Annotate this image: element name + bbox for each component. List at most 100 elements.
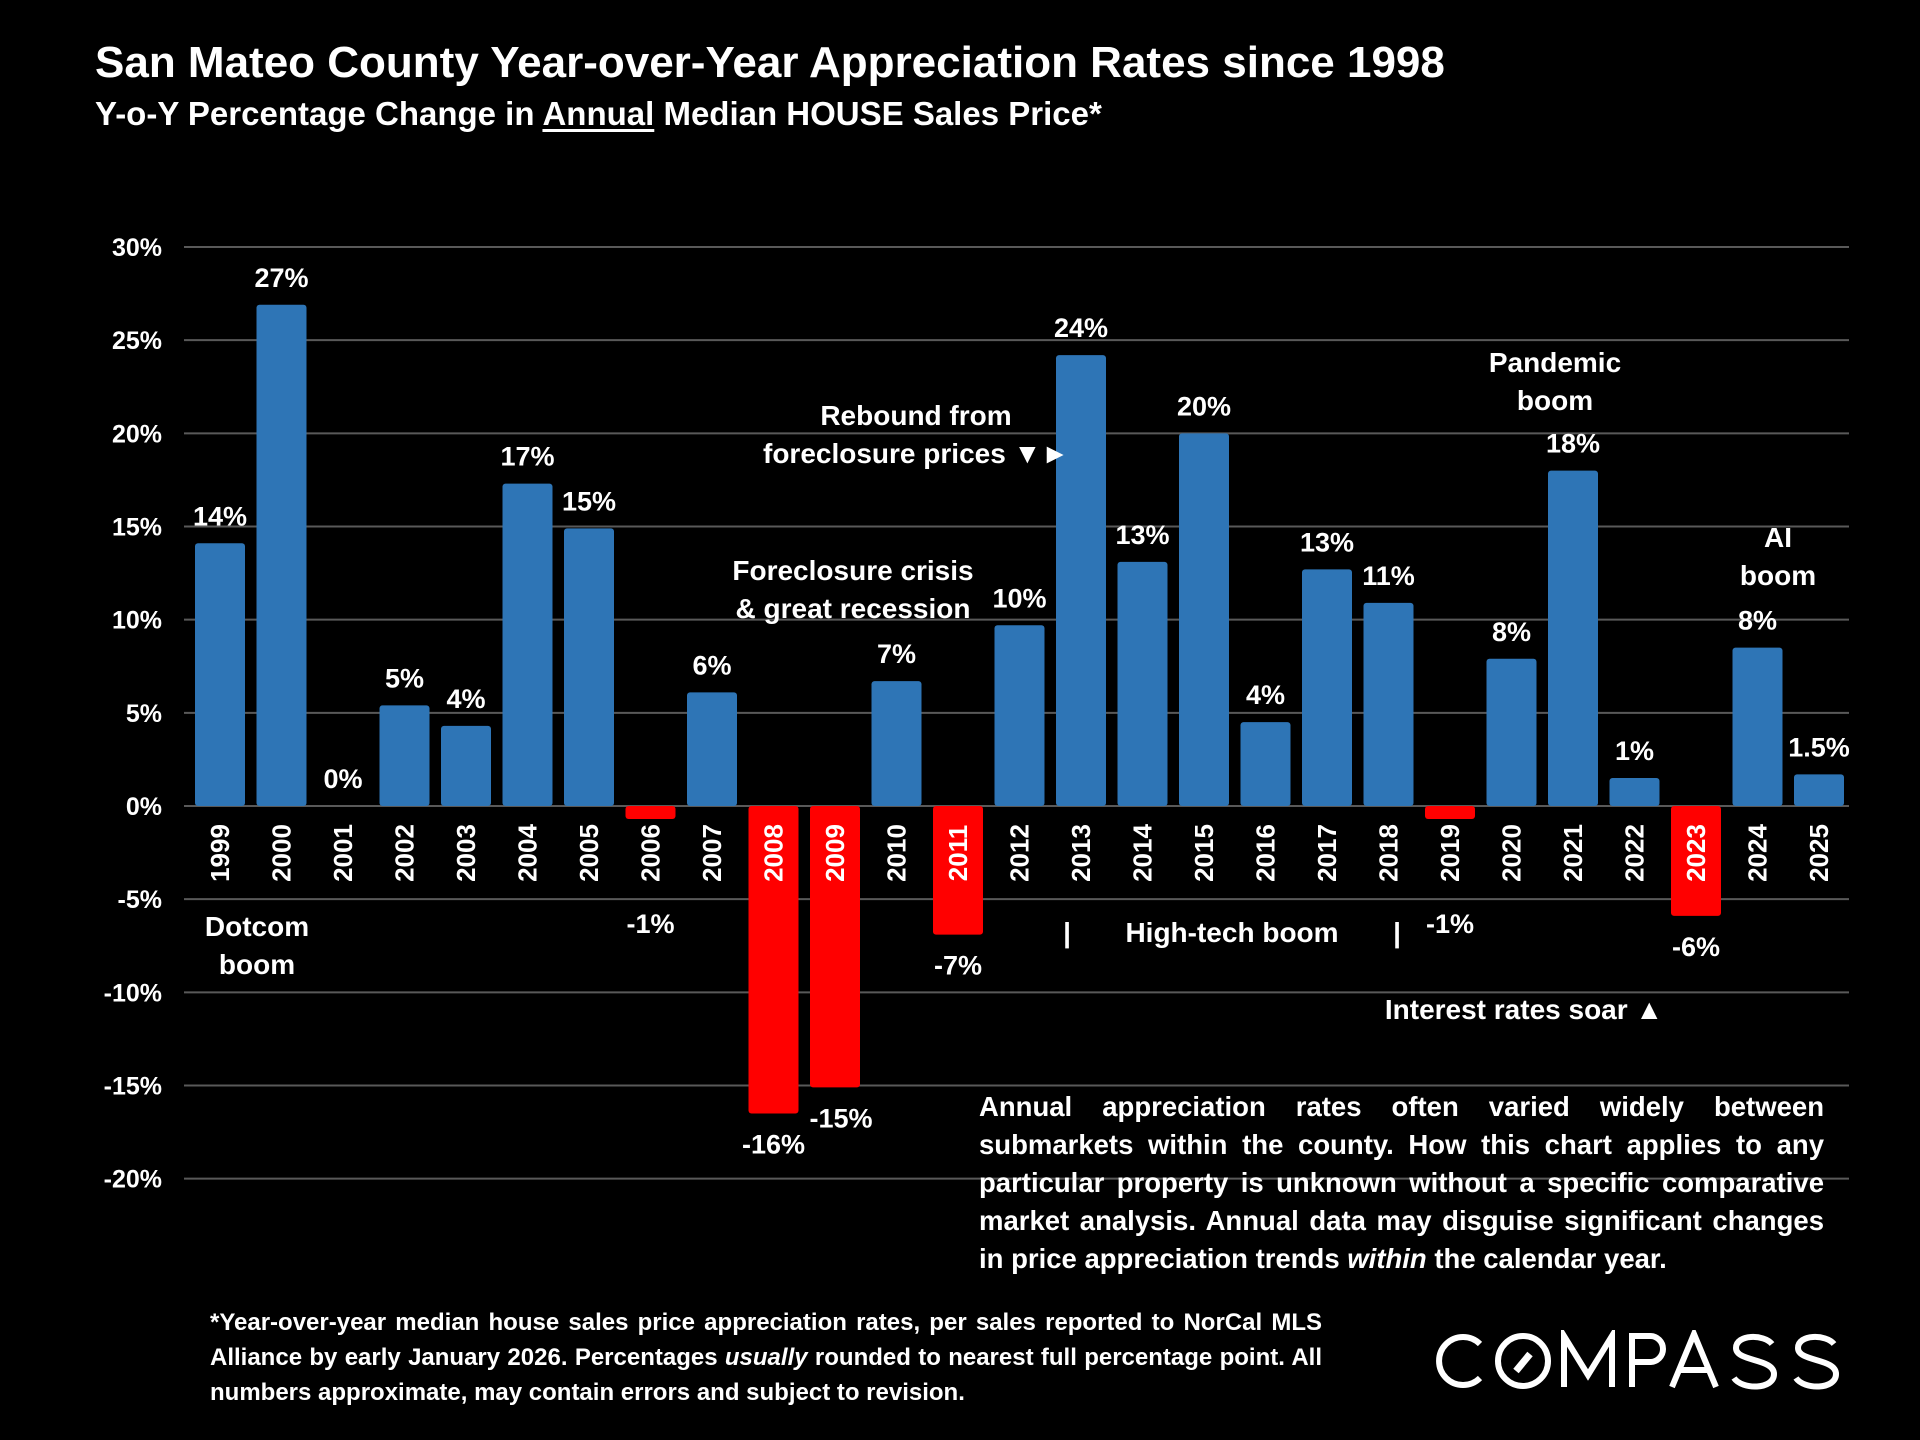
bar-2000: [256, 304, 307, 806]
y-tick-label: -5%: [118, 886, 162, 914]
bar-2015: [1179, 433, 1229, 806]
x-tick-label: 2000: [267, 824, 297, 882]
bar-2007: [687, 692, 737, 806]
bar-2005: [564, 528, 614, 806]
bar-2014: [1117, 561, 1168, 806]
chart-subtitle: Y-o-Y Percentage Change in Annual Median…: [95, 95, 1102, 133]
data-label: 5%: [385, 663, 424, 693]
bar-2016: [1240, 722, 1291, 806]
data-label: -7%: [934, 951, 982, 981]
x-tick-label: 2009: [820, 824, 850, 882]
annotation-ai: AI boom: [1739, 522, 1817, 591]
x-tick-label: 2012: [1005, 824, 1035, 882]
x-tick-label: 2005: [574, 824, 604, 882]
x-tick-label: 2002: [390, 824, 420, 882]
data-label: -15%: [809, 1103, 872, 1133]
annotation-interest: Interest rates soar ▲: [1384, 994, 1664, 1025]
data-label: 24%: [1054, 313, 1108, 343]
data-label: 1.5%: [1788, 732, 1850, 762]
x-tick-label: 1999: [205, 824, 235, 882]
bar-2018: [1363, 602, 1414, 806]
x-tick-label: 2022: [1620, 824, 1650, 882]
bar-2025: [1794, 774, 1844, 806]
compass-logo: [1436, 1325, 1846, 1397]
bar-2020: [1486, 658, 1537, 806]
bar-2021: [1548, 470, 1598, 806]
y-tick-label: -10%: [104, 979, 162, 1007]
bar-2006: [625, 806, 676, 820]
x-tick-label: 2021: [1558, 824, 1588, 882]
bar-2008: [748, 806, 799, 1114]
data-label: 13%: [1115, 520, 1169, 550]
x-tick-label: 2014: [1128, 824, 1158, 882]
x-tick-label: 2015: [1189, 824, 1219, 882]
data-label: 8%: [1738, 606, 1777, 636]
bar-2013: [1056, 355, 1106, 806]
y-tick-label: -15%: [104, 1073, 162, 1101]
bar-1999: [195, 543, 245, 806]
y-tick-label: 25%: [112, 327, 162, 355]
data-label: 20%: [1177, 391, 1231, 421]
x-tick-label: 2024: [1743, 824, 1773, 882]
bar-2012: [994, 625, 1045, 806]
y-tick-label: 15%: [112, 514, 162, 542]
x-tick-label: 2006: [636, 824, 666, 882]
data-label: 11%: [1362, 561, 1415, 591]
x-tick-label: 2016: [1251, 824, 1281, 882]
y-tick-label: 5%: [126, 700, 162, 728]
data-label: -1%: [626, 909, 674, 939]
annotation-foreclosure: Foreclosure crisis & great recession: [732, 555, 974, 624]
bar-2003: [441, 725, 491, 806]
x-tick-label: 2007: [697, 824, 727, 882]
x-tick-label: 2023: [1681, 824, 1711, 882]
data-label: 0%: [323, 764, 362, 794]
chart-title: San Mateo County Year-over-Year Apprecia…: [95, 38, 1445, 87]
bar-2022: [1609, 778, 1660, 806]
y-tick-label: 0%: [126, 793, 162, 821]
data-label: 1%: [1615, 736, 1654, 766]
subtitle-post: Median HOUSE Sales Price*: [654, 95, 1102, 132]
data-label: 17%: [500, 442, 554, 472]
data-label: 6%: [692, 650, 731, 680]
annotation-rebound: Rebound from foreclosure prices ▼►: [763, 400, 1069, 469]
bar-2010: [871, 681, 922, 806]
footnote: *Year-over-year median house sales price…: [210, 1309, 1322, 1406]
x-tick-label: 2010: [882, 824, 912, 882]
data-label: 14%: [193, 501, 247, 531]
hightech-right-marker: |: [1393, 917, 1401, 948]
compass-logo-icon: [1436, 1325, 1840, 1390]
bar-2024: [1732, 647, 1783, 806]
y-tick-label: 10%: [112, 607, 162, 635]
disclaimer-note: Annual appreciation rates often varied w…: [979, 1091, 1824, 1274]
data-label: 27%: [254, 263, 308, 293]
data-label: 7%: [877, 639, 916, 669]
data-label: -6%: [1672, 932, 1720, 962]
x-tick-label: 2004: [513, 824, 543, 882]
x-tick-label: 2025: [1804, 824, 1834, 882]
x-tick-label: 2011: [943, 825, 973, 881]
subtitle-underlined: Annual: [542, 95, 655, 132]
data-label: 10%: [992, 583, 1046, 613]
data-label: 8%: [1492, 617, 1531, 647]
data-label: 4%: [446, 684, 485, 714]
bar-2019: [1425, 806, 1475, 820]
x-tick-label: 2013: [1066, 824, 1096, 882]
x-tick-label: 2019: [1435, 824, 1465, 882]
hightech-left-marker: |: [1063, 917, 1071, 948]
data-label: 15%: [562, 486, 616, 516]
data-label: 13%: [1300, 527, 1354, 557]
bar-2023: [1671, 806, 1721, 916]
bar-2011: [933, 806, 983, 935]
data-label: -16%: [742, 1129, 805, 1159]
x-tick-label: 2020: [1497, 824, 1527, 882]
y-tick-label: 20%: [112, 420, 162, 448]
y-tick-label: -20%: [104, 1166, 162, 1194]
bar-2004: [502, 483, 553, 806]
subtitle-pre: Y-o-Y Percentage Change in: [95, 95, 543, 132]
x-tick-label: 2018: [1374, 824, 1404, 882]
data-label: 18%: [1546, 429, 1600, 459]
y-tick-label: 30%: [112, 234, 162, 262]
annotation-hightech: High-tech boom: [1125, 917, 1339, 948]
x-tick-label: 2017: [1312, 824, 1342, 882]
